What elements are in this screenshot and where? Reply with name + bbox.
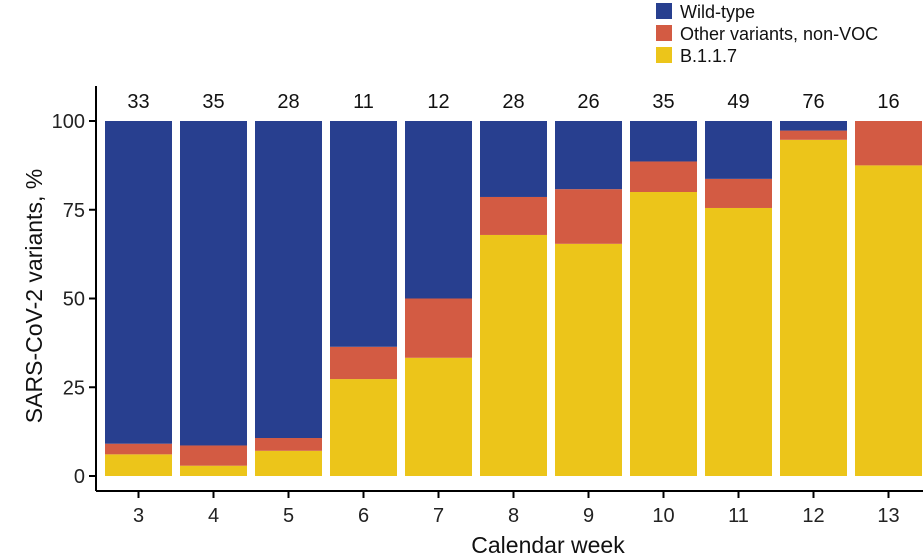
x-tick-label-8: 8 <box>508 505 519 527</box>
legend-swatch-1 <box>656 25 672 41</box>
bar-segment-week-12-series-2 <box>780 121 847 131</box>
bar-segment-week-8-series-1 <box>480 196 547 235</box>
bar-segment-week-4-series-2 <box>180 121 247 446</box>
bar-segment-week-5-series-2 <box>255 121 322 439</box>
count-label-week-4: 35 <box>202 91 224 113</box>
y-tick-label-0: 0 <box>74 466 85 488</box>
bar-segment-week-7-series-0 <box>405 357 472 476</box>
count-label-week-9: 26 <box>577 91 599 113</box>
x-tick-label-5: 5 <box>283 505 294 527</box>
bar-segment-week-11-series-0 <box>705 207 772 476</box>
x-tick-label-11: 11 <box>728 505 749 527</box>
bar-segment-week-6-series-2 <box>330 121 397 347</box>
x-tick-label-7: 7 <box>433 505 444 527</box>
count-label-week-10: 35 <box>652 91 674 113</box>
count-label-week-11: 49 <box>727 91 749 113</box>
x-tick-label-13: 13 <box>877 505 899 527</box>
y-ticks-group: 0 25 50 75 100 <box>52 111 96 488</box>
bar-segment-week-9-series-1 <box>555 189 622 244</box>
bar-segment-week-6-series-0 <box>330 379 397 476</box>
bar-segment-week-6-series-1 <box>330 346 397 380</box>
bar-segment-week-4-series-0 <box>180 465 247 476</box>
bar-segment-week-11-series-2 <box>705 121 772 179</box>
count-label-week-7: 12 <box>427 91 449 113</box>
bars-group <box>105 121 922 476</box>
count-label-week-8: 28 <box>502 91 524 113</box>
bar-segment-week-7-series-2 <box>405 121 472 299</box>
bar-segment-week-10-series-2 <box>630 121 697 162</box>
count-label-week-6: 11 <box>353 91 374 113</box>
bar-segment-week-3-series-2 <box>105 121 172 444</box>
legend-label-1: Other variants, non-VOC <box>680 24 878 44</box>
bar-segment-week-10-series-0 <box>630 192 697 476</box>
bar-segment-week-3-series-0 <box>105 454 172 476</box>
count-label-week-12: 76 <box>802 91 824 113</box>
count-label-week-13: 16 <box>877 91 899 113</box>
x-ticks-group: 3 4 5 6 7 8 9 10 11 12 13 <box>133 491 900 527</box>
y-axis-title: SARS-CoV-2 variants, % <box>21 169 47 423</box>
count-label-week-5: 28 <box>277 91 299 113</box>
legend-swatch-2 <box>656 47 672 63</box>
x-tick-label-12: 12 <box>802 505 824 527</box>
x-tick-label-4: 4 <box>208 505 219 527</box>
x-tick-label-9: 9 <box>583 505 594 527</box>
bar-segment-week-8-series-2 <box>480 121 547 197</box>
count-label-week-3: 33 <box>127 91 149 113</box>
x-tick-label-3: 3 <box>133 505 144 527</box>
bar-segment-week-9-series-0 <box>555 243 622 476</box>
bar-segment-week-13-series-0 <box>855 165 922 476</box>
x-tick-label-6: 6 <box>358 505 369 527</box>
bar-segment-week-13-series-1 <box>855 121 922 166</box>
y-tick-label-100: 100 <box>52 111 85 133</box>
x-axis-title: Calendar week <box>471 532 625 556</box>
bar-segment-week-12-series-0 <box>780 139 847 476</box>
legend-label-2: B.1.1.7 <box>680 46 737 66</box>
y-tick-label-75: 75 <box>63 200 85 222</box>
bar-segment-week-11-series-1 <box>705 178 772 208</box>
bar-segment-week-12-series-1 <box>780 130 847 140</box>
bar-segment-week-8-series-0 <box>480 234 547 476</box>
bar-segment-week-7-series-1 <box>405 298 472 358</box>
legend-label-0: Wild-type <box>680 2 755 22</box>
bar-segment-week-3-series-1 <box>105 443 172 455</box>
bar-segment-week-10-series-1 <box>630 161 697 192</box>
bar-segment-week-5-series-0 <box>255 450 322 476</box>
x-tick-label-10: 10 <box>652 505 674 527</box>
count-labels-group: 33 35 28 11 12 28 26 35 49 76 16 <box>127 91 899 113</box>
bar-segment-week-4-series-1 <box>180 445 247 466</box>
y-tick-label-25: 25 <box>63 377 85 399</box>
bar-segment-week-5-series-1 <box>255 438 322 451</box>
y-tick-label-50: 50 <box>63 289 85 311</box>
legend-swatch-0 <box>656 3 672 19</box>
bar-segment-week-9-series-2 <box>555 121 622 190</box>
